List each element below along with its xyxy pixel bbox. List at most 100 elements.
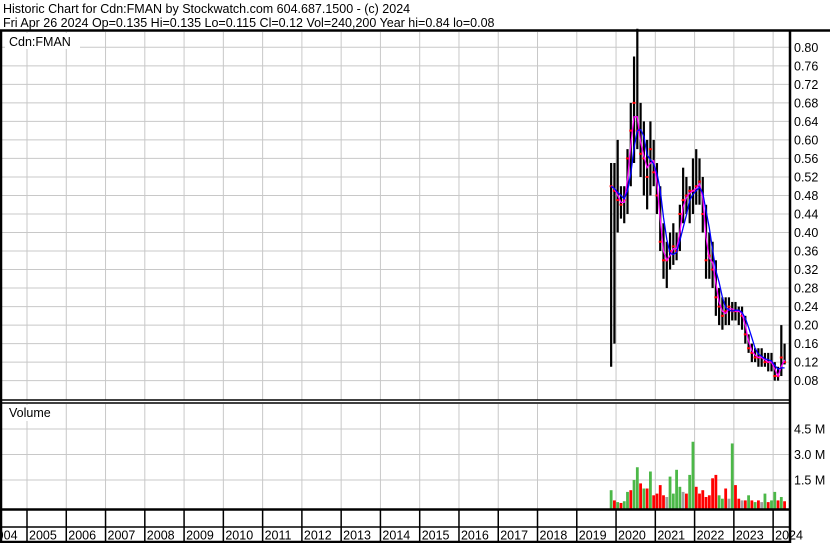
volume-bar-2021-12 (691, 441, 695, 509)
close-mark-2022-04 (704, 259, 708, 262)
volume-axis: 4.5 M 3.0 M 1.5 M (794, 423, 825, 488)
volume-bar-2022-11 (727, 498, 731, 509)
close-mark-2022-01 (694, 185, 698, 188)
volume-bar-2022-04 (704, 497, 708, 509)
close-mark-2020-06 (632, 101, 636, 104)
volume-bar-2021-05 (668, 476, 672, 509)
close-mark-2021-03 (662, 259, 666, 262)
volume-bar-2020-04 (626, 491, 629, 509)
price-tick: 0.80 (794, 41, 818, 55)
chart-title: Historic Chart for Cdn:FMAN by Stockwatc… (3, 2, 410, 16)
close-mark-2021-09 (681, 199, 685, 202)
volume-bar-2020-10 (645, 488, 649, 509)
volume-bar-2021-02 (658, 485, 662, 509)
volume-bar-2022-02 (698, 493, 701, 509)
year-label: 2020 (618, 529, 646, 543)
year-label: 2005 (29, 529, 57, 543)
year-axis: 2004 2005 2006 2007 2008 2009 2010 2011 2012 2013… (0, 529, 803, 543)
volume-bar-2022-05 (707, 495, 711, 509)
close-mark-2022-10 (724, 310, 728, 313)
volume-bar-2023-08 (757, 500, 760, 509)
close-mark-2021-08 (678, 212, 682, 215)
volume-bar-2021-11 (688, 474, 692, 509)
year-label: 2009 (186, 529, 214, 543)
close-mark-2024-01 (773, 375, 777, 378)
year-label: 2010 (225, 529, 253, 543)
year-label: 2015 (422, 529, 450, 543)
close-mark-2023-04 (743, 333, 747, 336)
year-label: 2006 (68, 529, 96, 543)
volume-bar-2024-03 (779, 497, 783, 509)
volume-bar-2023-07 (753, 502, 757, 509)
close-mark-2023-06 (750, 351, 754, 354)
close-mark-2020-10 (645, 175, 649, 178)
close-mark-2024-04 (783, 361, 787, 364)
price-tick: 0.12 (794, 356, 818, 370)
volume-bar-2019-11 (609, 490, 613, 509)
grid (2, 32, 790, 509)
year-label: 2024 (775, 529, 803, 543)
close-mark-2021-01 (655, 194, 659, 197)
chart-frame (0, 29, 830, 543)
price-bars (609, 28, 787, 381)
price-tick: 0.52 (794, 170, 818, 184)
close-mark-2021-10 (684, 194, 688, 197)
volume-label: Volume (9, 406, 51, 420)
year-label: 2022 (697, 529, 725, 543)
volume-bar-2023-11 (766, 502, 770, 509)
price-tick: 0.60 (794, 133, 818, 147)
volume-bar-2023-01 (734, 485, 737, 509)
volume-bar-2022-12 (730, 443, 734, 509)
price-tick: 0.40 (794, 226, 818, 240)
close-mark-2021-11 (688, 189, 692, 192)
price-tick: 0.20 (794, 319, 818, 333)
year-label: 2012 (304, 529, 332, 543)
price-tick: 0.56 (794, 152, 818, 166)
volume-bar-2021-10 (685, 493, 688, 509)
year-label: 2014 (382, 529, 410, 543)
volume-bar-2020-09 (642, 488, 646, 509)
close-mark-2022-07 (714, 296, 718, 299)
volume-bar-2022-10 (724, 488, 728, 509)
close-mark-2021-06 (671, 245, 675, 248)
price-tick: 0.44 (794, 207, 818, 221)
year-label: 2017 (500, 529, 528, 543)
volume-bar-2023-06 (750, 500, 754, 509)
price-tick: 0.16 (794, 337, 818, 351)
volume-bar-2019-12 (613, 500, 616, 509)
volume-bar-2022-07 (714, 474, 718, 509)
volume-bar-2023-12 (770, 500, 773, 509)
close-mark-2022-02 (697, 180, 701, 183)
price-tick: 0.08 (794, 374, 818, 388)
volume-bar-2020-08 (639, 483, 642, 509)
price-tick: 0.24 (794, 300, 818, 314)
price-tick: 0.32 (794, 263, 818, 277)
close-mark-2022-03 (701, 212, 705, 215)
volume-bar-2020-01 (616, 502, 620, 509)
close-mark-2020-12 (652, 171, 656, 174)
volume-bar-2020-06 (632, 480, 636, 509)
volume-bar-2023-03 (740, 500, 744, 509)
price-axis: 0.80 0.76 0.72 0.68 0.64 0.60 0.56 0.52 0.48 0.44… (794, 41, 818, 388)
volume-tick: 1.5 M (794, 474, 825, 488)
close-mark-2020-11 (648, 148, 652, 151)
volume-bar-2024-01 (773, 491, 777, 509)
volume-bar-2021-03 (662, 495, 665, 509)
volume-bar-2022-01 (694, 486, 698, 509)
volume-bar-2020-11 (649, 471, 652, 509)
symbol-label-bg (5, 33, 80, 49)
volume-bar-2023-09 (760, 502, 764, 509)
price-tick: 0.28 (794, 282, 818, 296)
close-mark-2022-11 (727, 305, 731, 308)
moving-averages (610, 116, 786, 378)
volume-bar-2021-04 (665, 497, 669, 509)
year-label: 2018 (540, 529, 568, 543)
year-label: 2011 (265, 529, 292, 543)
close-mark-2022-09 (720, 314, 724, 317)
volume-bar-2022-08 (717, 495, 721, 509)
volume-bar-2023-10 (763, 493, 767, 509)
volume-bar-2021-08 (678, 486, 682, 509)
volume-bar-2021-07 (675, 469, 678, 509)
volume-bar-2020-07 (635, 467, 639, 509)
close-mark-2021-02 (658, 240, 662, 243)
